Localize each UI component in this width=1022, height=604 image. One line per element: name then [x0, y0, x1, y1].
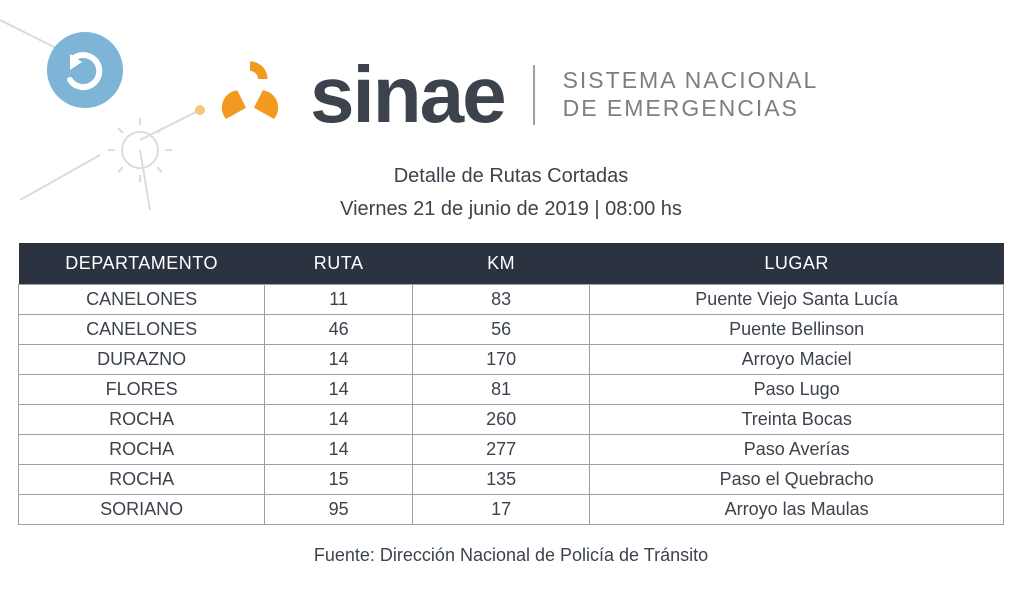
- cell-lugar: Treinta Bocas: [590, 405, 1004, 435]
- cell-lugar: Arroyo Maciel: [590, 345, 1004, 375]
- cell-departamento: DURAZNO: [19, 345, 265, 375]
- header-divider: [533, 65, 535, 125]
- cell-km: 135: [413, 465, 590, 495]
- table-row: ROCHA14260Treinta Bocas: [19, 405, 1004, 435]
- cell-departamento: ROCHA: [19, 405, 265, 435]
- cell-departamento: CANELONES: [19, 315, 265, 345]
- cell-ruta: 11: [265, 285, 413, 315]
- cell-lugar: Paso Averías: [590, 435, 1004, 465]
- cell-ruta: 15: [265, 465, 413, 495]
- cell-km: 17: [413, 495, 590, 525]
- routes-table-wrap: DEPARTAMENTO RUTA KM LUGAR CANELONES1183…: [18, 243, 1004, 525]
- table-row: SORIANO9517Arroyo las Maulas: [19, 495, 1004, 525]
- cell-ruta: 14: [265, 345, 413, 375]
- table-row: ROCHA15135Paso el Quebracho: [19, 465, 1004, 495]
- report-title: Detalle de Rutas Cortadas: [0, 165, 1022, 188]
- report-datetime: Viernes 21 de junio de 2019 | 08:00 hs: [0, 198, 1022, 221]
- cell-departamento: ROCHA: [19, 465, 265, 495]
- table-row: FLORES1481Paso Lugo: [19, 375, 1004, 405]
- cell-departamento: ROCHA: [19, 435, 265, 465]
- cell-ruta: 14: [265, 375, 413, 405]
- cell-departamento: CANELONES: [19, 285, 265, 315]
- cell-lugar: Paso Lugo: [590, 375, 1004, 405]
- table-row: ROCHA14277Paso Averías: [19, 435, 1004, 465]
- logo-mark-icon: [210, 55, 290, 135]
- brand-subtitle-line2: DE EMERGENCIAS: [563, 95, 819, 123]
- cell-km: 277: [413, 435, 590, 465]
- col-header-ruta: RUTA: [265, 243, 413, 285]
- cell-lugar: Arroyo las Maulas: [590, 495, 1004, 525]
- cell-departamento: FLORES: [19, 375, 265, 405]
- cell-lugar: Puente Viejo Santa Lucía: [590, 285, 1004, 315]
- cell-ruta: 46: [265, 315, 413, 345]
- source-footer: Fuente: Dirección Nacional de Policía de…: [0, 545, 1022, 566]
- cell-km: 56: [413, 315, 590, 345]
- cell-ruta: 14: [265, 405, 413, 435]
- cell-km: 170: [413, 345, 590, 375]
- cell-ruta: 95: [265, 495, 413, 525]
- table-header-row: DEPARTAMENTO RUTA KM LUGAR: [19, 243, 1004, 285]
- title-section: Detalle de Rutas Cortadas Viernes 21 de …: [0, 165, 1022, 221]
- col-header-departamento: DEPARTAMENTO: [19, 243, 265, 285]
- cell-km: 81: [413, 375, 590, 405]
- table-row: DURAZNO14170Arroyo Maciel: [19, 345, 1004, 375]
- table-row: CANELONES4656Puente Bellinson: [19, 315, 1004, 345]
- cell-ruta: 14: [265, 435, 413, 465]
- table-row: CANELONES1183Puente Viejo Santa Lucía: [19, 285, 1004, 315]
- brand-subtitle-line1: SISTEMA NACIONAL: [563, 67, 819, 95]
- cell-departamento: SORIANO: [19, 495, 265, 525]
- cell-lugar: Puente Bellinson: [590, 315, 1004, 345]
- col-header-lugar: LUGAR: [590, 243, 1004, 285]
- brand-name: sinae: [310, 55, 505, 135]
- header: sinae SISTEMA NACIONAL DE EMERGENCIAS: [0, 0, 1022, 135]
- brand-subtitle: SISTEMA NACIONAL DE EMERGENCIAS: [563, 67, 819, 122]
- cell-lugar: Paso el Quebracho: [590, 465, 1004, 495]
- routes-table: DEPARTAMENTO RUTA KM LUGAR CANELONES1183…: [18, 243, 1004, 525]
- col-header-km: KM: [413, 243, 590, 285]
- cell-km: 83: [413, 285, 590, 315]
- cell-km: 260: [413, 405, 590, 435]
